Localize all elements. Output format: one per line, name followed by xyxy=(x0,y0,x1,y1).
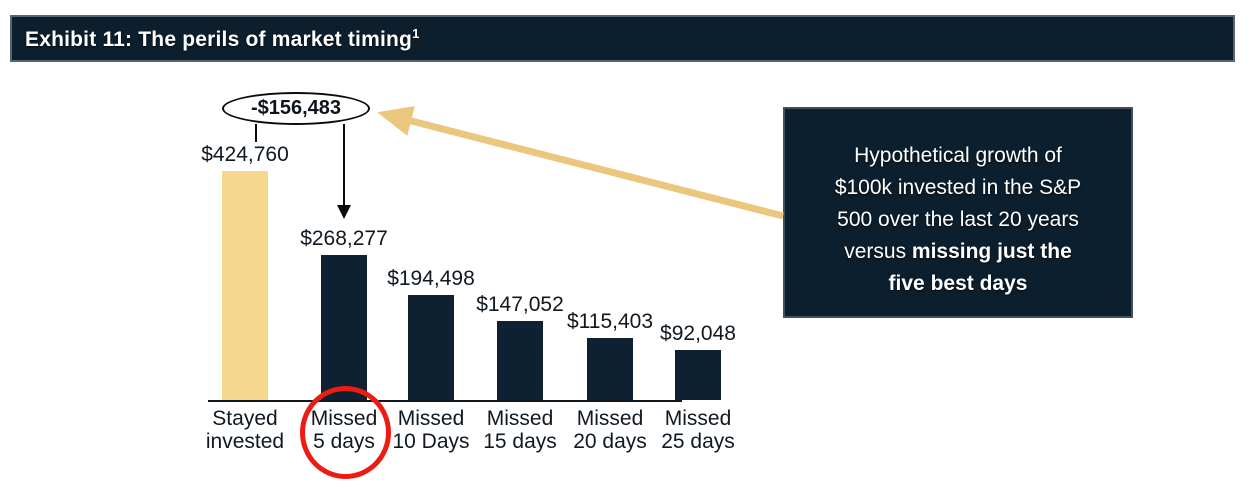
annotation-text-bold: five best days xyxy=(888,272,1028,295)
annotation-text-line: Hypothetical growth of xyxy=(785,140,1131,172)
category-label-line: 20 days xyxy=(573,430,647,453)
exhibit-title-text: Exhibit 11: The perils of market timing xyxy=(25,27,413,51)
category-label-line: Missed xyxy=(310,407,378,430)
value-label: $147,052 xyxy=(476,293,564,316)
category-label-line: 5 days xyxy=(313,430,375,453)
annotation-text-bold: missing just the xyxy=(911,240,1072,263)
annotation-text: Hypothetical growth of xyxy=(854,144,1062,167)
bar-missed-20-days xyxy=(587,338,633,400)
bar-missed-10-days xyxy=(408,295,454,400)
category-label-line: Missed xyxy=(664,407,732,430)
annotation-box: Hypothetical growth of $100k invested in … xyxy=(783,107,1133,318)
bar-missed-15-days xyxy=(497,321,543,400)
difference-callout-oval: -$156,483 xyxy=(222,92,370,125)
category-label-line: invested xyxy=(205,430,285,453)
category-label: Missed 10 Days xyxy=(371,407,491,453)
annotation-text-line: five best days xyxy=(785,268,1131,300)
bar-missed-25-days xyxy=(675,350,721,400)
value-label: $92,048 xyxy=(660,322,736,345)
category-label-line: 25 days xyxy=(661,430,735,453)
category-label-line: Stayed xyxy=(212,407,278,430)
x-axis-line xyxy=(208,400,682,402)
annotation-text-line: 500 over the last 20 years xyxy=(785,204,1131,236)
category-label-line: 10 Days xyxy=(392,430,470,453)
value-label: $115,403 xyxy=(566,310,654,333)
value-label: $268,277 xyxy=(300,227,388,250)
value-label: $424,760 xyxy=(201,143,289,166)
category-label-line: Missed xyxy=(486,407,554,430)
category-label: Missed 20 days xyxy=(550,407,670,453)
category-label-line: Missed xyxy=(576,407,644,430)
exhibit-title-bar: Exhibit 11: The perils of market timing1 xyxy=(10,15,1235,62)
annotation-text: versus xyxy=(844,240,912,263)
category-label: Missed 15 days xyxy=(460,407,580,453)
exhibit-title: Exhibit 11: The perils of market timing1 xyxy=(25,26,420,52)
bar-stayed-invested xyxy=(222,171,268,400)
annotation-text: 500 over the last 20 years xyxy=(837,208,1079,231)
category-label-line: Missed xyxy=(397,407,465,430)
annotation-text: $100k invested in the S&P xyxy=(834,176,1082,199)
category-label: Missed 25 days xyxy=(638,407,758,453)
exhibit-title-footnote-marker: 1 xyxy=(412,25,420,41)
annotation-text-line: versus missing just the xyxy=(785,236,1131,268)
bar-missed-5-days xyxy=(321,255,367,400)
category-label: Missed 5 days xyxy=(284,407,404,453)
category-label-line: 15 days xyxy=(483,430,557,453)
difference-value: -$156,483 xyxy=(250,97,342,119)
category-label: Stayed invested xyxy=(185,407,305,453)
value-label: $194,498 xyxy=(387,267,475,290)
annotation-text-line: $100k invested in the S&P xyxy=(785,172,1131,204)
